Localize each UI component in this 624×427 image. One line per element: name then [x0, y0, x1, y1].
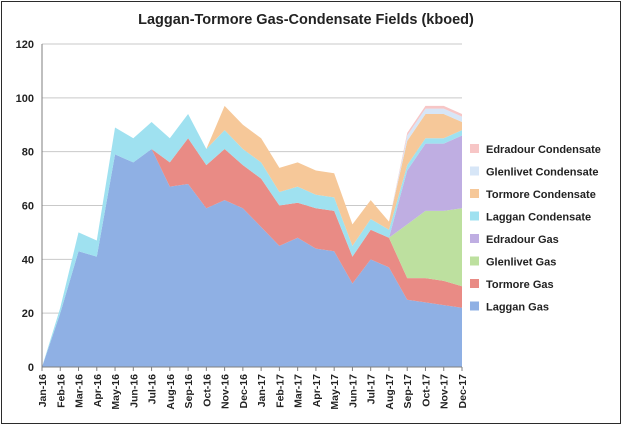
- x-tick-label: Feb-16: [55, 374, 67, 408]
- legend-swatch-laggan-gas: [470, 301, 479, 311]
- x-tick-label: Apr-17: [311, 374, 323, 407]
- x-tick-label: Aug-16: [165, 374, 177, 410]
- x-tick-label: Mar-17: [293, 374, 305, 408]
- area-tormore-condensate: [42, 105, 462, 367]
- legend-label-laggan-condensate: Laggan Condensate: [486, 212, 591, 224]
- x-tick-label: Jun-16: [128, 374, 140, 408]
- x-tick-label: Nov-16: [220, 374, 232, 409]
- x-tick-label: Sep-16: [183, 374, 195, 409]
- axes: [41, 44, 462, 368]
- x-tick-label: May-17: [329, 374, 341, 410]
- x-tick-label: Jul-17: [366, 374, 378, 405]
- x-tick-label: Aug-17: [384, 374, 396, 410]
- y-axis-ticks: 0 20 40 60 80 100 120: [16, 39, 34, 374]
- x-tick-label: Jul-16: [147, 374, 159, 405]
- area-tormore-gas: [42, 138, 462, 367]
- x-axis-ticks: Jan-16 Feb-16 Mar-16 Apr-16 May-16 Jun-16 Jul-…: [37, 367, 469, 410]
- x-tick-label: Apr-16: [92, 374, 104, 407]
- y-tick-label: 60: [22, 201, 34, 213]
- x-tick-label: Dec-16: [238, 374, 250, 409]
- x-tick-label: Oct-17: [420, 374, 432, 407]
- x-tick-label: Dec-17: [457, 374, 469, 409]
- legend-swatch-laggan-condensate: [470, 211, 479, 221]
- area-edradour-gas: [42, 135, 462, 367]
- x-tick-label: Jun-17: [347, 374, 359, 408]
- y-tick-label: 100: [16, 93, 34, 105]
- x-tick-label: Oct-16: [201, 374, 213, 407]
- legend-label-glenlivet-condensate: Glenlivet Condensate: [486, 167, 598, 179]
- x-tick-label: Jan-17: [256, 374, 268, 407]
- x-tick-label: Nov-17: [439, 374, 451, 409]
- x-tick-label: Jan-16: [37, 374, 49, 407]
- legend-swatch-tormore-gas: [470, 279, 479, 288]
- legend-swatch-edradour-condensate: [470, 144, 479, 153]
- legend-label-tormore-condensate: Tormore Condensate: [486, 189, 596, 201]
- x-tick-label: Sep-17: [402, 374, 414, 409]
- legend-swatch-edradour-gas: [470, 234, 479, 243]
- legend-label-glenlivet-gas: Glenlivet Gas: [486, 257, 556, 269]
- area-laggan-gas: [42, 148, 462, 367]
- x-tick-label: Feb-17: [274, 374, 286, 408]
- x-tick-label: May-16: [110, 374, 122, 410]
- legend-label-edradour-condensate: Edradour Condensate: [486, 144, 601, 156]
- legend: Edradour Condensate Glenlivet Condensate T…: [470, 144, 601, 314]
- legend-label-tormore-gas: Tormore Gas: [486, 279, 554, 291]
- legend-label-edradour-gas: Edradour Gas: [486, 234, 559, 246]
- y-tick-label: 0: [28, 362, 34, 374]
- legend-swatch-glenlivet-condensate: [470, 166, 479, 176]
- y-tick-label: 80: [22, 147, 34, 159]
- legend-swatch-tormore-condensate: [470, 189, 479, 198]
- y-tick-label: 120: [16, 39, 34, 51]
- legend-swatch-glenlivet-gas: [470, 256, 479, 266]
- legend-label-laggan-gas: Laggan Gas: [486, 302, 549, 314]
- plot-areas: [42, 105, 462, 367]
- chart-title: Laggan-Tormore Gas-Condensate Fields (kb…: [138, 12, 474, 28]
- y-tick-label: 20: [22, 308, 34, 320]
- area-laggan-condensate: [42, 113, 462, 367]
- y-tick-label: 40: [22, 254, 34, 266]
- x-tick-label: Mar-16: [74, 374, 86, 408]
